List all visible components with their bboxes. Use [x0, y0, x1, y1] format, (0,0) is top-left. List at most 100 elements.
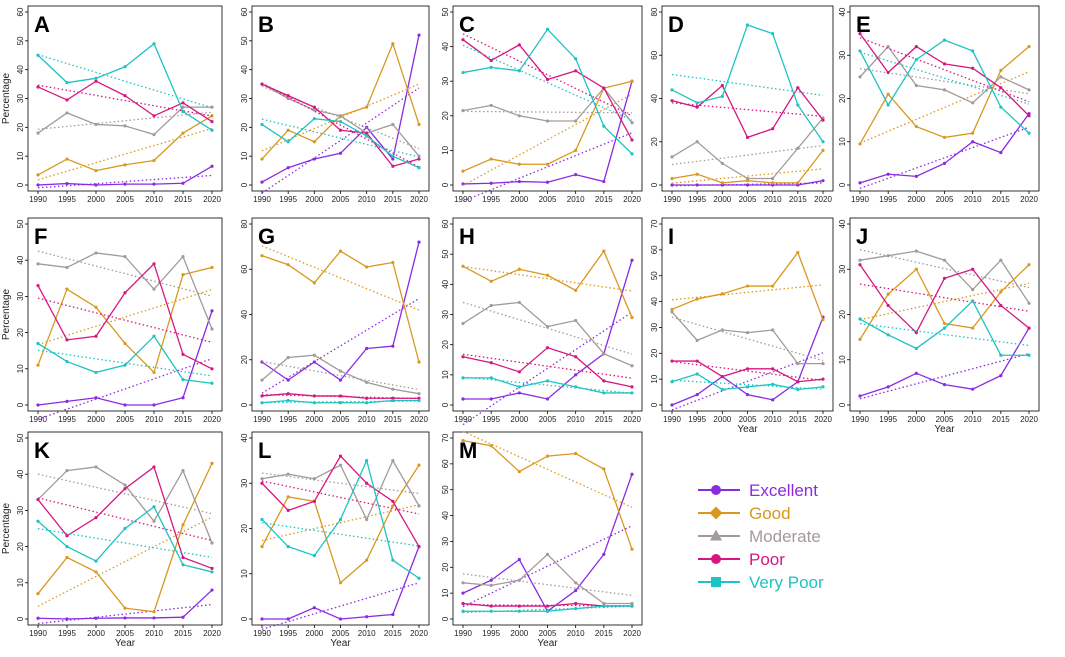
data-point [312, 477, 316, 481]
x-tick-label: 2005 [739, 195, 757, 204]
trend-line [462, 525, 633, 608]
y-tick-label: 40 [16, 65, 25, 74]
data-point [260, 180, 264, 184]
x-tick-label: 2010 [567, 195, 585, 204]
data-point [914, 125, 918, 129]
data-point [94, 370, 98, 375]
series-good [36, 265, 214, 375]
panel-l: 0 10 20 30 40 1990 1995 2000 2005 2010 2015 2020 Yea… [240, 431, 430, 649]
series-very-poor [461, 27, 634, 156]
data-point [123, 487, 127, 491]
legend-marker [710, 529, 722, 541]
series-very-poor [461, 604, 634, 614]
data-point [745, 367, 750, 371]
data-point [914, 371, 918, 375]
data-point [574, 373, 578, 377]
data-point [391, 344, 395, 348]
data-point [517, 604, 521, 608]
data-point [65, 287, 69, 291]
series-excellent [36, 588, 214, 625]
trend-line [671, 168, 824, 184]
data-point [338, 517, 343, 522]
y-tick-label: 60 [441, 459, 450, 468]
data-point [630, 601, 634, 606]
series-very-poor [36, 42, 214, 132]
data-point [181, 254, 185, 259]
data-point [517, 578, 521, 582]
data-point [858, 337, 862, 341]
data-point [886, 70, 890, 75]
y-tick-label: 40 [441, 279, 450, 288]
y-tick-label: 10 [838, 355, 847, 364]
x-tick-label: 2005 [539, 415, 557, 424]
data-point [886, 292, 890, 296]
data-point [365, 131, 369, 135]
data-point [260, 617, 264, 621]
series-moderate [461, 552, 634, 606]
data-point [260, 254, 264, 258]
data-point [286, 166, 290, 170]
data-point [796, 86, 800, 90]
data-point [886, 254, 890, 258]
data-point [574, 148, 578, 152]
data-point [312, 105, 316, 109]
data-point [338, 394, 343, 398]
x-tick-label: 2005 [936, 195, 954, 204]
data-point [999, 303, 1003, 308]
data-point [574, 451, 578, 456]
trend-line [37, 349, 213, 377]
data-point [260, 517, 264, 522]
data-point [517, 162, 521, 166]
data-point [65, 157, 69, 161]
data-point [461, 38, 465, 42]
data-point [489, 578, 493, 582]
data-point [260, 545, 264, 549]
data-point [999, 150, 1003, 155]
data-point [36, 283, 40, 288]
trend-line [671, 352, 824, 411]
data-point [602, 352, 606, 356]
panel-b: 0 10 20 30 40 50 60 1990 1995 2000 2005 2010 2015 202… [240, 5, 430, 204]
data-point [461, 376, 465, 380]
x-tick-label: 2010 [145, 629, 163, 638]
data-point [36, 85, 40, 89]
x-tick-label: 2005 [539, 195, 557, 204]
x-tick-label: 2020 [814, 415, 832, 424]
data-point [630, 315, 634, 320]
data-point [1027, 301, 1031, 305]
x-tick-label: 1995 [279, 629, 297, 638]
data-point [65, 545, 69, 549]
data-point [461, 601, 465, 606]
data-point [152, 616, 156, 620]
y-tick-label: 20 [240, 122, 249, 131]
trend-line [261, 582, 420, 630]
data-point [745, 135, 750, 140]
data-point [796, 387, 800, 392]
data-point [489, 181, 493, 185]
data-point [94, 76, 98, 80]
data-point [181, 352, 185, 356]
x-tick-label: 2000 [87, 629, 105, 638]
y-tick-label: 30 [16, 94, 25, 103]
data-point [574, 601, 578, 606]
data-point [545, 346, 550, 350]
data-point [260, 157, 264, 161]
data-point [461, 609, 465, 613]
data-point [65, 111, 69, 115]
y-tick-label: 0 [838, 402, 847, 407]
data-point [821, 148, 825, 152]
data-point [545, 27, 550, 31]
data-point [720, 83, 724, 88]
data-point [745, 183, 750, 187]
x-tick-label: 2020 [1020, 415, 1038, 424]
data-point [602, 179, 606, 184]
data-point [286, 94, 290, 98]
data-point [260, 378, 264, 382]
data-point [771, 127, 775, 131]
data-point [391, 157, 395, 161]
y-axis-label: Percentage [1, 288, 12, 340]
legend-label: Poor [749, 550, 785, 569]
series-poor [858, 32, 1031, 118]
data-point [745, 284, 750, 288]
data-point [391, 558, 395, 562]
